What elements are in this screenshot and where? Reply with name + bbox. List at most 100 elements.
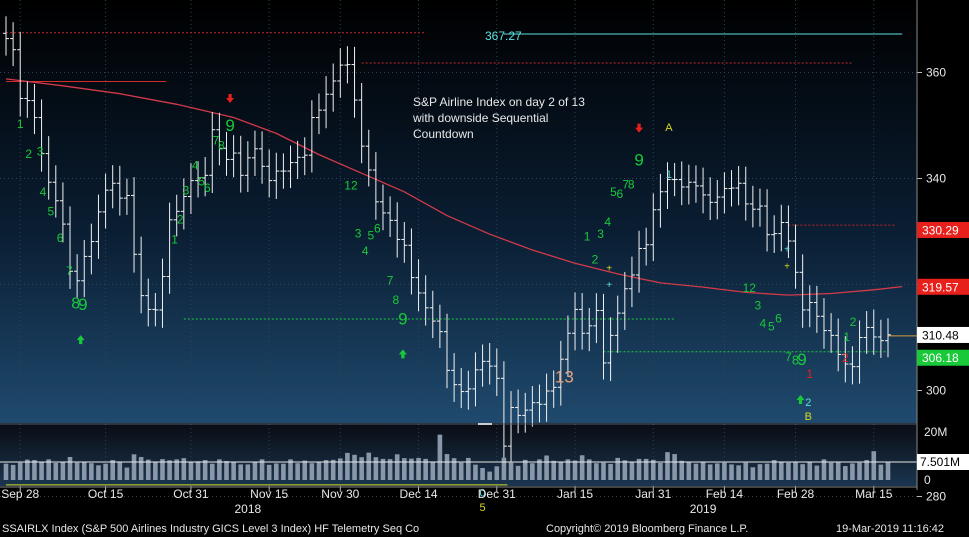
price-bar: [365, 129, 372, 187]
seq-label: 2: [850, 315, 857, 329]
volume-bar: [629, 462, 635, 480]
volume-bar: [558, 461, 564, 480]
seq-label: 9: [78, 295, 87, 314]
volume-bar: [281, 463, 286, 480]
price-bar: [344, 46, 351, 84]
price-tag-label: 306.18: [922, 351, 959, 365]
volume-bar: [650, 459, 656, 480]
volume-bar: [437, 434, 443, 480]
price-bar: [643, 227, 650, 266]
price-bar: [159, 258, 166, 328]
volume-bar: [579, 455, 585, 480]
price-bar: [180, 178, 187, 230]
volume-bar: [750, 467, 756, 480]
seq-label: 6: [616, 187, 623, 201]
volume-bar: [530, 463, 535, 480]
x-tick-label: Oct 15: [88, 487, 124, 501]
seq-label: 7: [387, 274, 394, 288]
seq-label: 2: [25, 147, 32, 161]
volume-bar: [665, 452, 670, 480]
volume-bar: [686, 462, 692, 480]
right-axis-bg: [917, 0, 969, 490]
price-bar: [721, 172, 728, 214]
price-tag-label: 330.29: [922, 223, 959, 237]
seq-label: 2: [177, 213, 184, 227]
footer-center: Copyright© 2019 Bloomberg Finance L.P.: [546, 523, 748, 535]
price-bar: [74, 254, 81, 298]
seq-plus-marker: +: [606, 263, 612, 274]
seq-label: 13: [555, 368, 574, 387]
price-bar: [650, 193, 657, 262]
price-bar: [145, 278, 152, 327]
volume-bar: [103, 463, 108, 480]
price-bar: [444, 313, 450, 389]
price-tag-label: 310.48: [922, 328, 959, 342]
price-bar: [109, 165, 116, 209]
price-bar: [387, 196, 394, 237]
price-bar: [38, 99, 45, 172]
seq-label: 6: [374, 222, 381, 236]
seq-label: 1: [666, 169, 672, 181]
seq-label: 7: [622, 178, 629, 192]
volume-bar: [430, 462, 436, 480]
price-bar: [657, 173, 664, 228]
price-bar: [330, 63, 337, 112]
seq-label: 8: [71, 295, 80, 312]
volume-bar: [259, 459, 265, 480]
price-bar: [685, 164, 692, 205]
seq-label: 8: [792, 353, 799, 368]
price-bar: [820, 298, 827, 349]
price-bar: [308, 100, 315, 173]
price-bar: [479, 344, 486, 387]
price-bar: [351, 46, 358, 118]
price-bar: [394, 202, 401, 258]
volume-bar: [89, 463, 94, 480]
price-panel-bg: [0, 0, 917, 423]
price-bar: [678, 161, 685, 206]
volume-bar: [871, 451, 877, 480]
volume-bar: [466, 457, 471, 480]
price-bar: [59, 182, 66, 243]
annotation-line-3: Countdown: [413, 127, 474, 141]
volume-bar: [266, 464, 272, 480]
seq-label: 4: [192, 158, 199, 172]
price-bar: [24, 81, 31, 118]
price-bar: [529, 386, 536, 427]
seq-label: 4: [604, 215, 611, 229]
volume-bar: [39, 461, 44, 480]
price-bar: [536, 384, 543, 423]
seq-label: 5: [610, 185, 617, 199]
price-bar: [259, 131, 266, 184]
price-bar: [301, 137, 308, 176]
price-bar: [749, 185, 756, 228]
volume-bar: [10, 464, 16, 480]
price-bar: [116, 165, 123, 216]
price-bar: [10, 22, 17, 67]
x-tick-label: Jan 15: [557, 487, 593, 501]
volume-bar: [707, 464, 713, 480]
volume-bar: [117, 462, 123, 480]
volume-bar: [850, 463, 855, 480]
volume-bar: [60, 461, 66, 480]
price-bar: [863, 311, 870, 354]
seq-label: 6: [204, 181, 211, 195]
volume-bar: [643, 458, 649, 480]
seq-label: A: [665, 122, 673, 134]
volume-bar: [551, 460, 556, 480]
volume-bar: [771, 460, 777, 480]
volume-bar: [501, 457, 507, 480]
price-bar: [621, 271, 628, 330]
seq-label: 5: [768, 320, 775, 334]
seq-label: 5: [47, 205, 54, 219]
volume-bar: [110, 460, 115, 480]
price-bar: [152, 293, 159, 327]
volume-bar: [458, 462, 464, 480]
volume-bar: [380, 458, 386, 480]
price-bar: [636, 230, 643, 293]
price-bar: [209, 112, 216, 194]
price-bar: [138, 236, 145, 314]
seq-label: 8: [218, 138, 225, 152]
price-bar: [52, 165, 59, 218]
volume-bar: [480, 468, 485, 480]
